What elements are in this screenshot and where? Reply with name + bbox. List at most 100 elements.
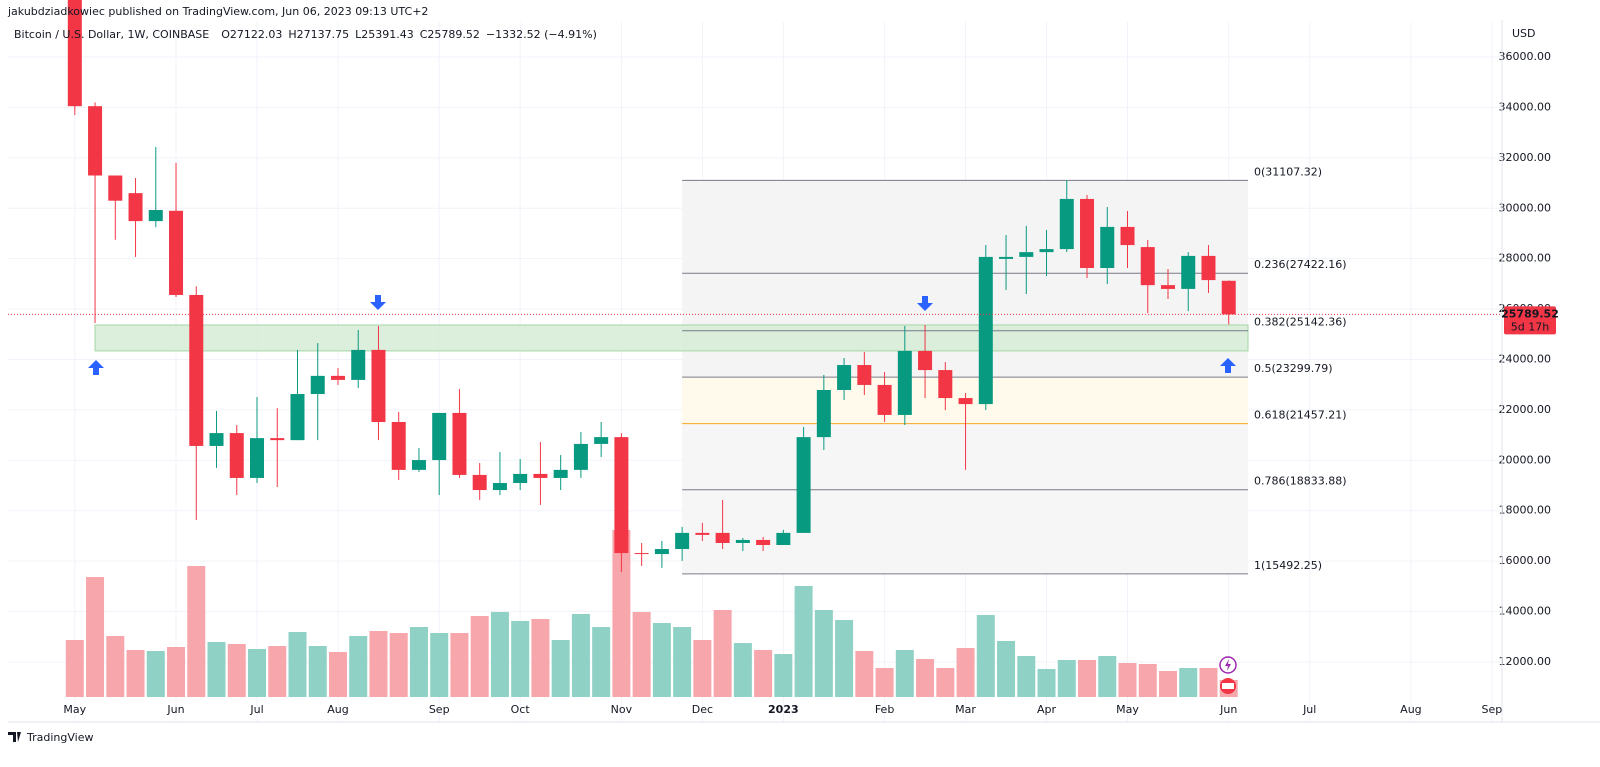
volume-bar <box>389 633 408 697</box>
volume-bar <box>288 632 307 697</box>
volume-bar <box>652 623 671 697</box>
y-tick-label: 30000.00 <box>1499 201 1552 214</box>
candle-body <box>1160 285 1175 289</box>
volume-bar <box>106 636 125 697</box>
x-tick-label: Mar <box>955 703 976 716</box>
y-tick-label: 28000.00 <box>1499 252 1552 265</box>
candle-body <box>1100 226 1115 268</box>
candle-body <box>999 256 1014 259</box>
fib-band <box>682 273 1248 331</box>
x-tick-label: Dec <box>692 703 713 716</box>
volume-bar <box>511 621 530 697</box>
volume-bar <box>430 633 449 697</box>
candle-body <box>67 0 82 107</box>
candle-body <box>1120 226 1135 246</box>
volume-bar <box>409 627 428 697</box>
candle-body <box>1221 280 1236 315</box>
volume-bar <box>976 615 995 697</box>
y-tick-label: 16000.00 <box>1499 554 1552 567</box>
fib-label: 0.236(27422.16) <box>1254 258 1347 271</box>
y-tick-label: 36000.00 <box>1499 50 1552 63</box>
volume-bar <box>146 651 165 697</box>
candle-body <box>614 437 629 554</box>
volume-bar <box>612 530 631 697</box>
fib-band <box>682 180 1248 274</box>
volume-bar <box>1098 656 1117 697</box>
volume-bar <box>1179 668 1198 697</box>
volume-bar <box>875 668 894 697</box>
candle-body <box>715 532 730 543</box>
x-tick-label: Aug <box>1400 703 1421 716</box>
candle-body <box>270 438 285 441</box>
y-tick-label: 14000.00 <box>1499 605 1552 618</box>
x-tick-label: May <box>63 703 86 716</box>
candle-body <box>1019 252 1034 257</box>
candle-body <box>553 469 568 478</box>
candle-body <box>857 365 872 385</box>
volume-bar <box>754 650 773 697</box>
candle-body <box>573 443 588 470</box>
volume-bar <box>450 633 469 697</box>
volume-bar <box>693 640 712 697</box>
legend-value: O27122.03 <box>221 28 282 41</box>
fib-label: 1(15492.25) <box>1254 559 1322 572</box>
x-tick-label: Sep <box>1482 703 1503 716</box>
legend-value: H27137.75 <box>288 28 349 41</box>
y-tick-label: 32000.00 <box>1499 151 1552 164</box>
candle-body <box>472 474 487 491</box>
volume-bar <box>733 643 752 697</box>
candle-body <box>816 389 831 438</box>
x-tick-label: Jul <box>1302 703 1316 716</box>
candles <box>67 0 1236 572</box>
x-tick-label: May <box>1116 703 1139 716</box>
candle-body <box>837 365 852 390</box>
y-tick-label: 18000.00 <box>1499 504 1552 517</box>
arrow-down <box>917 296 933 311</box>
volume-bar <box>1078 660 1097 697</box>
support-zone <box>94 324 1249 352</box>
volume-bar <box>86 577 105 697</box>
y-tick-label: 22000.00 <box>1499 403 1552 416</box>
candle-body <box>796 437 811 533</box>
volume-bar <box>855 651 874 697</box>
volume-bar <box>1037 669 1056 697</box>
countdown: 5d 17h <box>1511 320 1549 333</box>
candle-body <box>169 210 184 295</box>
y-tick-label: 34000.00 <box>1499 100 1552 113</box>
volume-bar <box>65 640 84 697</box>
candle-body <box>634 553 649 555</box>
candle-body <box>432 412 447 461</box>
candle-body <box>88 106 103 176</box>
y-tick-label: 24000.00 <box>1499 352 1552 365</box>
candle-body <box>1181 255 1196 289</box>
candle-body <box>128 193 143 222</box>
candle-body <box>452 412 467 475</box>
x-tick-label: Aug <box>327 703 348 716</box>
volume-bar <box>997 641 1016 697</box>
legend-value: −1332.52 (−4.91%) <box>486 28 597 41</box>
arrows <box>88 295 1236 375</box>
candle-body <box>310 375 325 395</box>
axis: 12000.00 14000.00 16000.00 18000.00 20000.00… <box>63 50 1551 716</box>
volume-bar <box>369 631 388 697</box>
brand-logo <box>8 732 21 742</box>
volume-bar <box>470 616 489 697</box>
currency: USD <box>1512 27 1536 40</box>
x-tick-label: Feb <box>875 703 894 716</box>
volume <box>65 530 1238 697</box>
symbol: Bitcoin / U.S. Dollar, 1W, COINBASE <box>14 28 209 41</box>
volume-bar <box>632 612 651 697</box>
event-icon-flag <box>1222 683 1234 689</box>
ohlc-legend: O27122.03 H27137.75 L25391.43 C25789.52 −133… <box>221 28 597 41</box>
x-tick-label: Jul <box>249 703 263 716</box>
legend-value: C25789.52 <box>420 28 480 41</box>
indicator-icons <box>1219 656 1237 694</box>
y-tick-label: 12000.00 <box>1499 655 1552 668</box>
x-tick-label: Sep <box>429 703 450 716</box>
volume-bar <box>1138 664 1157 697</box>
volume-bar <box>187 566 206 697</box>
x-tick-label: Apr <box>1037 703 1057 716</box>
candle-body <box>877 384 892 415</box>
candle-body <box>391 421 406 470</box>
alert-icon-bolt <box>1225 659 1231 671</box>
